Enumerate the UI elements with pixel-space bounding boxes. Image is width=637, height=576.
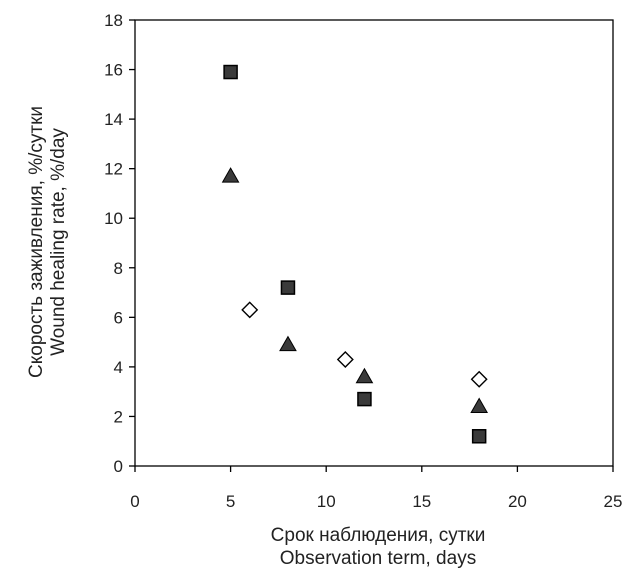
y-tick-label: 2: [114, 407, 123, 426]
y-tick-label: 0: [114, 457, 123, 476]
axes: 0 5 10 15 20 25 0 2 4 6 8 10 12 14 16 18: [104, 11, 622, 511]
triangle-marker: [470, 397, 489, 414]
y-axis-title-line-2: Wound healing rate, %/day: [48, 128, 69, 356]
diamond-marker: [241, 301, 259, 319]
x-tick-label: 20: [508, 492, 527, 511]
triangle-marker: [279, 335, 297, 352]
x-tick-label: 0: [130, 492, 139, 511]
y-tick-label: 12: [104, 160, 123, 179]
y-tick-label: 10: [104, 209, 123, 228]
diamond-marker: [470, 370, 488, 388]
square-marker: [223, 64, 238, 80]
x-axis-title-line-1: Срок наблюдения, сутки: [271, 525, 486, 546]
x-tick-label: 5: [226, 492, 235, 511]
square-marker: [357, 391, 372, 407]
x-tick-label: 25: [604, 492, 623, 511]
plot-frame: [134, 19, 614, 467]
y-tick-label: 6: [114, 308, 123, 327]
x-tick-label: 10: [317, 492, 336, 511]
y-tick-label: 14: [104, 110, 123, 129]
y-tick-label: 4: [114, 358, 123, 377]
data-marks: [221, 64, 489, 444]
x-axis-title-line-2: Observation term, days: [280, 548, 476, 569]
x-tick-label: 15: [412, 492, 431, 511]
diamond-marker: [336, 350, 354, 368]
square-marker: [471, 429, 487, 444]
triangle-marker: [221, 167, 240, 183]
square-marker: [280, 280, 296, 295]
y-axis-title-line-1: Скорость заживления, %/сутки: [26, 106, 47, 378]
y-tick-label: 8: [114, 259, 123, 278]
y-tick-label: 18: [104, 11, 123, 30]
triangle-marker: [355, 367, 374, 384]
y-tick-label: 16: [104, 61, 123, 80]
